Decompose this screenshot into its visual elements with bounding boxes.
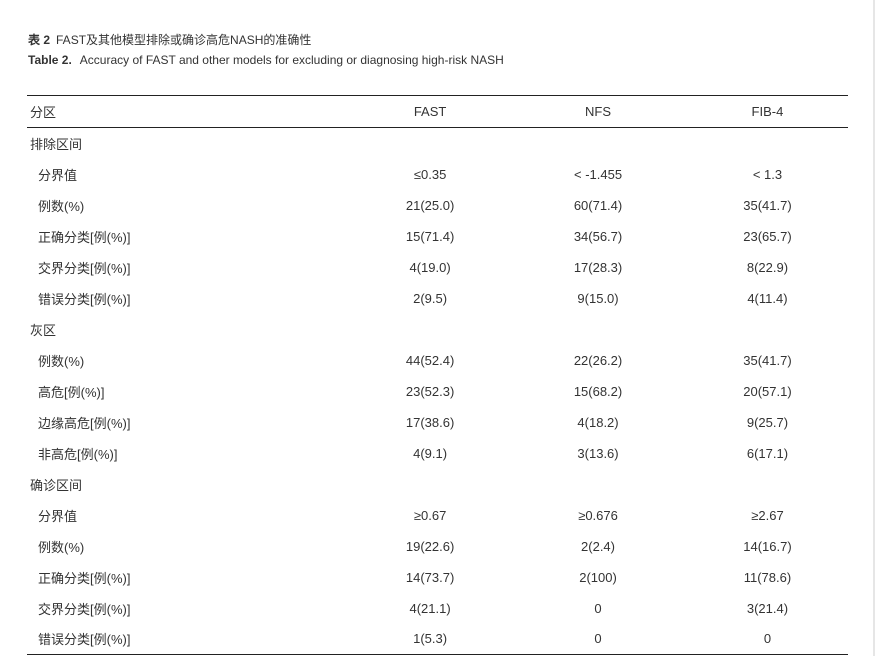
table-cell: 1(5.3) <box>413 631 448 647</box>
table-cell: 4(11.4) <box>747 290 788 306</box>
header-cell: FAST <box>413 104 447 119</box>
table-cell <box>509 128 687 159</box>
caption-title: Accuracy of FAST and other models for ex… <box>79 53 504 67</box>
table-cell: 22(26.2) <box>573 352 623 368</box>
table-row: 例数(%) 19(22.6) 2(2.4) 14(16.7) <box>27 531 848 562</box>
table-cell: 3(13.6) <box>577 445 619 461</box>
table-cell: 0 <box>594 600 602 616</box>
table-cell: 2(2.4) <box>581 538 615 554</box>
table-cell: 34(56.7) <box>573 228 623 244</box>
table-row: 错误分类[例(%)] 2(9.5) 9(15.0) 4(11.4) <box>27 283 848 314</box>
table-cell: 错误分类[例(%)] <box>38 632 131 648</box>
table-cell: 分界值 <box>38 508 78 524</box>
table-cell: ≥0.67 <box>413 507 447 523</box>
table-cell: 17(28.3) <box>573 259 623 275</box>
table-cell: 错误分类[例(%)] <box>38 291 131 307</box>
table-cell: 8(22.9) <box>746 259 789 275</box>
table-cell: < 1.3 <box>752 166 783 182</box>
table-row: 例数(%) 21(25.0) 60(71.4) 35(41.7) <box>27 190 848 221</box>
table-cell: 例数(%) <box>38 353 85 369</box>
header-cell: NFS <box>585 104 612 119</box>
table-cell: 高危[例(%)] <box>38 384 105 400</box>
table-cell: 分界值 <box>38 167 78 183</box>
table-cell <box>509 314 687 345</box>
table-cell <box>687 314 848 345</box>
table-row: 高危[例(%)] 23(52.3) 15(68.2) 20(57.1) <box>27 376 848 407</box>
table-cell: 35(41.7) <box>743 352 792 368</box>
table-cell <box>351 469 509 500</box>
table-caption-cn: 表 2 FAST及其他模型排除或确诊高危NASH的准确性 <box>28 31 311 48</box>
table-row: 正确分类[例(%)] 15(71.4) 34(56.7) 23(65.7) <box>27 221 848 252</box>
header-row: 分区 FAST NFS FIB-4 <box>27 95 848 128</box>
page-border <box>873 0 875 656</box>
table-cell <box>509 469 687 500</box>
table-cell: 边缘高危[例(%)] <box>38 415 131 431</box>
table-cell: 23(52.3) <box>405 383 455 399</box>
table-cell: 确诊区间 <box>30 477 83 493</box>
table-cell: 9(25.7) <box>746 414 789 430</box>
table-cell: 15(68.2) <box>573 383 623 399</box>
table-row: 正确分类[例(%)] 14(73.7) 2(100) 11(78.6) <box>27 562 848 593</box>
table-cell <box>687 128 848 159</box>
table-cell: ≥0.676 <box>578 507 618 523</box>
table-row: 边缘高危[例(%)] 17(38.6) 4(18.2) 9(25.7) <box>27 407 848 438</box>
table-cell: 60(71.4) <box>573 197 623 213</box>
table-row: 分界值 ≥0.67 ≥0.676 ≥2.67 <box>27 500 848 531</box>
table-cell: 9(15.0) <box>577 290 619 306</box>
table-row: 分界值 ≤0.35 < -1.455 < 1.3 <box>27 159 848 190</box>
accuracy-table: 分区 FAST NFS FIB-4 排除区间分界值 ≤0.35 < -1.455 < … <box>27 95 848 655</box>
table-cell: 35(41.7) <box>743 197 792 213</box>
table-cell: ≥2.67 <box>751 507 784 523</box>
section-row: 确诊区间 <box>27 469 848 500</box>
table-cell: 14(73.7) <box>405 569 455 585</box>
table-cell: 正确分类[例(%)] <box>38 570 131 586</box>
table-row: 非高危[例(%)] 4(9.1) 3(13.6) 6(17.1) <box>27 438 848 469</box>
header-cell: 分区 <box>30 105 57 120</box>
table-cell: 0 <box>594 631 602 647</box>
caption-title: FAST及其他模型排除或确诊高危NASH的准确性 <box>56 33 312 47</box>
caption-label: 表 2 <box>28 33 51 47</box>
table-cell <box>351 128 509 159</box>
table-cell: 灰区 <box>30 322 57 338</box>
table-cell: 19(22.6) <box>405 538 455 554</box>
header-cell: FIB-4 <box>751 104 784 119</box>
table-cell: 6(17.1) <box>746 445 789 461</box>
table-cell: < -1.455 <box>573 166 623 182</box>
table-cell: 4(9.1) <box>413 445 448 461</box>
table-cell: 20(57.1) <box>743 383 792 399</box>
table-cell: 交界分类[例(%)] <box>38 260 131 276</box>
table-cell: 11(78.6) <box>743 569 792 585</box>
table-cell <box>687 469 848 500</box>
table-cell: 例数(%) <box>38 539 85 555</box>
table-cell: 23(65.7) <box>743 228 792 244</box>
table-row: 交界分类[例(%)] 4(21.1) 0 3(21.4) <box>27 593 848 624</box>
table-cell: 3(21.4) <box>746 600 789 616</box>
table-cell <box>351 314 509 345</box>
section-row: 灰区 <box>27 314 848 345</box>
table-cell: 排除区间 <box>30 136 83 152</box>
table-cell: 2(100) <box>579 569 617 585</box>
table-cell: 21(25.0) <box>405 197 455 213</box>
table-row: 错误分类[例(%)] 1(5.3) 0 0 <box>27 624 848 655</box>
section-row: 排除区间 <box>27 128 848 159</box>
table-cell: 2(9.5) <box>413 290 448 306</box>
table-cell: ≤0.35 <box>413 166 447 182</box>
table-cell: 4(18.2) <box>577 414 619 430</box>
table-cell: 15(71.4) <box>405 228 455 244</box>
table-cell: 4(21.1) <box>409 600 451 616</box>
table-cell: 0 <box>763 631 772 647</box>
table-cell: 44(52.4) <box>405 352 455 368</box>
table-cell: 非高危[例(%)] <box>38 446 118 462</box>
table-cell: 正确分类[例(%)] <box>38 229 131 245</box>
table-cell: 14(16.7) <box>743 538 792 554</box>
table-row: 交界分类[例(%)] 4(19.0) 17(28.3) 8(22.9) <box>27 252 848 283</box>
table-caption-en: Table 2. Accuracy of FAST and other model… <box>28 53 504 67</box>
table-cell: 例数(%) <box>38 198 85 214</box>
caption-label: Table 2. <box>28 53 72 67</box>
table-row: 例数(%) 44(52.4) 22(26.2) 35(41.7) <box>27 345 848 376</box>
table-cell: 4(19.0) <box>409 259 451 275</box>
table-cell: 交界分类[例(%)] <box>38 601 131 617</box>
table-cell: 17(38.6) <box>405 414 455 430</box>
